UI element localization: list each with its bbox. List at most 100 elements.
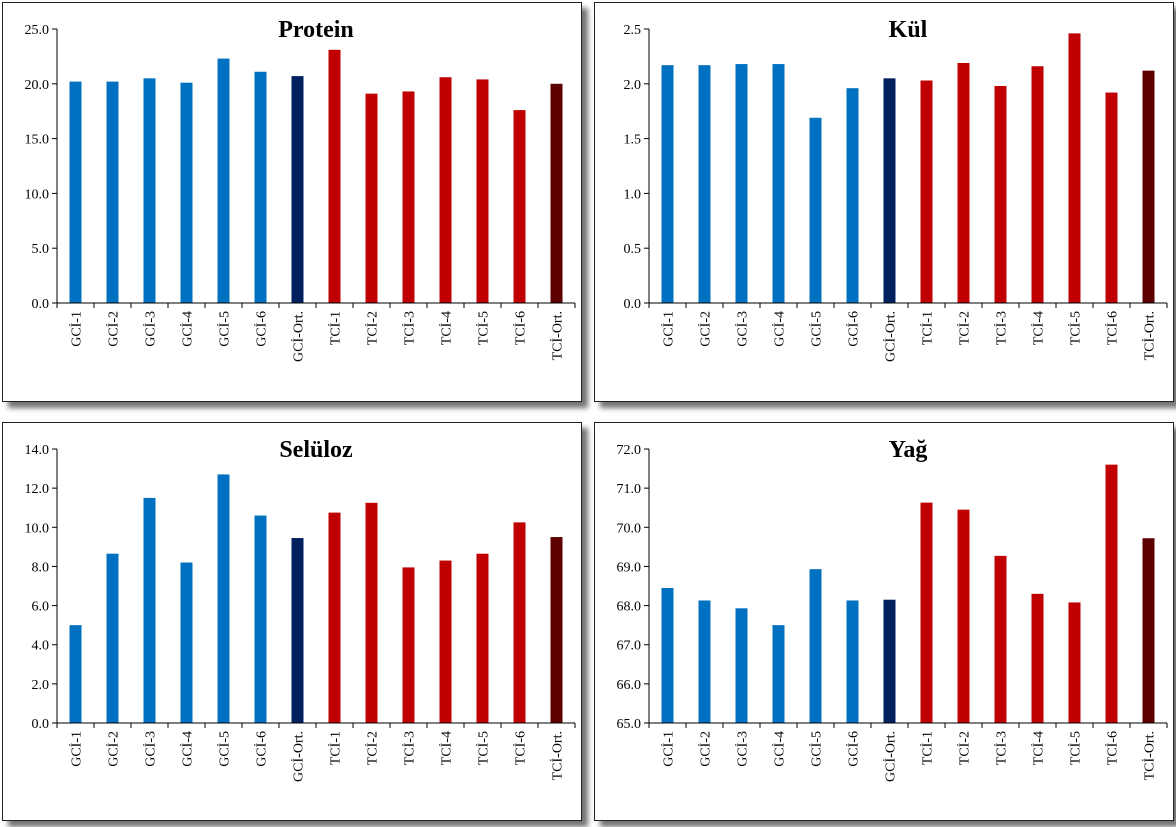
x-tick-label: TCİ-6	[513, 731, 529, 765]
y-tick-label: 65.0	[617, 717, 642, 732]
x-tick-label: TCİ-1	[328, 311, 344, 345]
bar-gci-6	[254, 515, 267, 723]
bar-gci-2	[106, 81, 119, 303]
bar-tci-3	[994, 555, 1007, 723]
bar-tci-6	[513, 110, 526, 303]
x-tick-label: GCİ-4	[772, 731, 788, 767]
bar-tci-4	[439, 560, 452, 723]
x-tick-label: GCİ-1	[661, 311, 677, 347]
x-tick-label: GCİ-6	[846, 731, 862, 767]
chart-title: Protein	[278, 17, 354, 43]
x-tick-label: TCİ-Ort.	[1142, 731, 1158, 780]
bar-gci-4	[180, 82, 193, 303]
y-tick-label: 2.0	[624, 78, 642, 93]
y-tick-label: 0.0	[624, 297, 642, 312]
x-tick-label: GCİ-Ort.	[883, 311, 899, 362]
y-tick-label: 8.0	[32, 560, 50, 575]
x-tick-label: TCİ-6	[1105, 731, 1121, 765]
bar-tci-1	[920, 502, 933, 723]
x-tick-label: TCİ-6	[513, 311, 529, 345]
y-tick-label: 70.0	[617, 521, 642, 536]
x-tick-label: TCİ-5	[1068, 731, 1084, 765]
bar-gci-ort	[883, 78, 896, 303]
x-tick-label: GCİ-3	[143, 731, 159, 767]
x-tick-label: TCİ-4	[1031, 731, 1047, 765]
x-tick-label: TCİ-Ort.	[550, 731, 566, 780]
y-tick-label: 6.0	[32, 600, 50, 615]
bar-tci-5	[476, 553, 489, 723]
bar-gci-5	[809, 117, 822, 303]
x-tick-label: TCİ-5	[476, 311, 492, 345]
x-tick-label: GCİ-6	[254, 731, 270, 767]
x-tick-label: GCİ-Ort.	[291, 731, 307, 782]
x-tick-label: GCİ-5	[217, 311, 233, 347]
y-tick-label: 12.0	[25, 482, 50, 497]
chart-yag: Yağ 65.0 66.0 67.0 68.0 69.0 70.0 71.0 72.0 GCİ-1…	[617, 437, 1168, 782]
bar-gci-3	[735, 64, 748, 304]
bar-gci-2	[106, 553, 119, 723]
x-tick-label: GCİ-1	[69, 731, 85, 767]
bar-gci-1	[661, 587, 674, 723]
y-tick-label: 5.0	[32, 242, 50, 257]
chart-title: Selüloz	[279, 437, 353, 463]
chart-panel-yag: Yağ 65.0 66.0 67.0 68.0 69.0 70.0 71.0 72.0 GCİ-1…	[594, 422, 1174, 821]
x-tick-label: TCİ-2	[365, 731, 381, 765]
bar-gci-ort	[883, 599, 896, 723]
x-tick-label: TCİ-6	[1105, 311, 1121, 345]
x-tick-label: GCİ-1	[661, 731, 677, 767]
bar-tci-ort	[550, 537, 563, 723]
x-tick-label: GCİ-1	[69, 311, 85, 347]
x-tick-label: GCİ-3	[735, 311, 751, 347]
bar-gci-5	[809, 569, 822, 723]
x-tick-label: GCİ-2	[106, 731, 122, 767]
bar-tci-3	[994, 85, 1007, 303]
chart-panel-protein: Protein 0.0 5.0 10.0 15.0 20.0 25.0 GCİ-1 GCİ-2 G…	[2, 2, 582, 402]
x-tick-label: TCİ-3	[994, 311, 1010, 345]
y-tick-label: 1.0	[624, 187, 642, 202]
bar-tci-3	[402, 91, 415, 303]
bar-tci-2	[957, 62, 970, 304]
x-tick-label: GCİ-Ort.	[291, 311, 307, 362]
bar-gci-3	[143, 78, 156, 303]
bar-gci-2	[698, 600, 711, 723]
x-tick-label: TCİ-5	[476, 731, 492, 765]
bar-tci-1	[328, 512, 341, 723]
y-tick-label: 15.0	[25, 133, 50, 148]
chart-protein: Protein 0.0 5.0 10.0 15.0 20.0 25.0 GCİ-1 GCİ-2 G…	[25, 17, 576, 362]
x-tick-label: GCİ-4	[772, 311, 788, 347]
x-tick-label: TCİ-2	[957, 311, 973, 345]
y-tick-label: 14.0	[25, 443, 50, 458]
chart-kul: Kül 0.0 0.5 1.0 1.5 2.0 2.5 GCİ-1 GCİ-2 GCİ-3 GCİ-…	[624, 17, 1168, 362]
x-tick-label: TCİ-3	[402, 731, 418, 765]
y-tick-label: 72.0	[617, 443, 642, 458]
bar-tci-5	[476, 79, 489, 303]
bar-tci-4	[439, 77, 452, 303]
bar-tci-6	[1105, 464, 1118, 723]
chart-title: Yağ	[889, 437, 928, 463]
y-tick-label: 71.0	[617, 482, 642, 497]
bar-tci-2	[957, 509, 970, 723]
x-tick-label: TCİ-2	[365, 311, 381, 345]
y-tick-label: 0.5	[624, 242, 642, 257]
x-tick-label: GCİ-4	[180, 311, 196, 347]
y-tick-label: 10.0	[25, 187, 50, 202]
bar-tci-2	[365, 502, 378, 723]
bar-gci-1	[661, 65, 674, 303]
bar-tci-2	[365, 93, 378, 303]
bar-gci-4	[772, 625, 785, 723]
y-tick-label: 4.0	[32, 639, 50, 654]
x-tick-label: GCİ-5	[809, 311, 825, 347]
bar-tci-5	[1068, 33, 1081, 303]
x-tick-label: TCİ-3	[994, 731, 1010, 765]
bar-tci-6	[1105, 92, 1118, 304]
y-tick-label: 1.5	[624, 133, 642, 148]
chart-panel-seluloz: Selüloz 0.0 2.0 4.0 6.0 8.0 10.0 12.0 14.0 GCİ-1 G…	[2, 422, 582, 821]
x-tick-label: TCİ-Ort.	[1142, 311, 1158, 360]
bar-gci-1	[69, 81, 82, 303]
x-tick-label: GCİ-3	[735, 731, 751, 767]
x-tick-label: TCİ-2	[957, 731, 973, 765]
chart-title: Kül	[889, 17, 928, 43]
chart-panel-kul: Kül 0.0 0.5 1.0 1.5 2.0 2.5 GCİ-1 GCİ-2 GCİ-3 GCİ-…	[594, 2, 1174, 402]
x-tick-label: TCİ-5	[1068, 311, 1084, 345]
bar-tci-1	[328, 49, 341, 303]
